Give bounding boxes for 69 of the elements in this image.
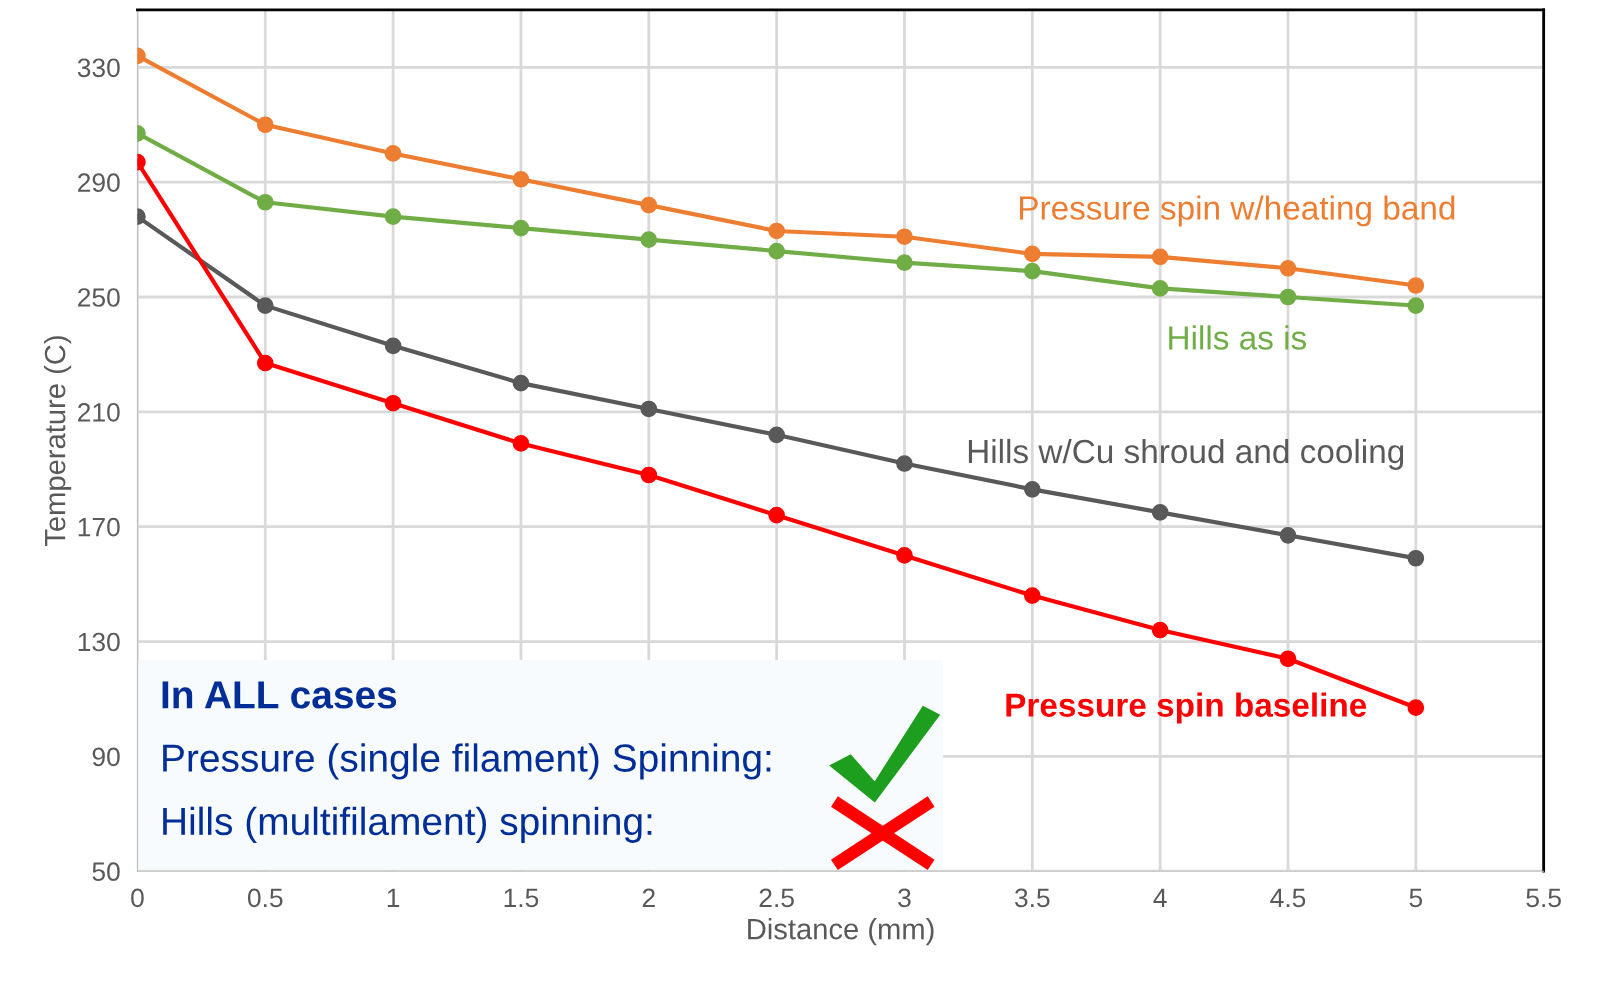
x-tick-label: 2.5 xyxy=(759,888,794,908)
point xyxy=(256,297,274,314)
point xyxy=(1279,650,1297,668)
point xyxy=(1023,262,1041,280)
x-tick-label: 1 xyxy=(387,888,400,907)
x-tick-label: 4.5 xyxy=(1270,888,1306,908)
point xyxy=(1279,288,1297,306)
y-tick-label: 250 xyxy=(78,288,120,307)
x-tick-label: 3.5 xyxy=(1014,888,1050,908)
point xyxy=(1279,526,1297,544)
y-tick-label: 210 xyxy=(78,402,120,422)
x-tick-label: 4 xyxy=(1153,888,1167,907)
series-label: Pressure spin baseline xyxy=(1006,692,1367,724)
x-axis-title: Distance (mm) xyxy=(748,918,934,946)
point xyxy=(896,254,913,271)
point xyxy=(640,400,658,418)
point xyxy=(384,394,402,412)
y-tick-label: 170 xyxy=(78,517,120,537)
annotation: Pressure (single filament) Spinning: xyxy=(163,743,771,780)
point xyxy=(768,426,785,444)
y-axis-title: Temperature (C) xyxy=(43,336,72,547)
point xyxy=(1279,259,1297,277)
x-tick-label: 2 xyxy=(642,888,655,907)
point xyxy=(512,374,530,392)
annotation: Hills (multifilament) spinning: xyxy=(163,806,652,843)
x-tick-label: 0 xyxy=(131,888,144,908)
point xyxy=(896,228,913,246)
point xyxy=(384,145,402,162)
point xyxy=(640,466,658,484)
point xyxy=(1023,587,1041,604)
annotation: In ALL cases xyxy=(162,681,397,709)
point xyxy=(768,506,785,524)
x-tick-label: 5 xyxy=(1409,888,1423,908)
point xyxy=(512,435,530,452)
point xyxy=(1407,699,1425,716)
point xyxy=(1151,248,1169,266)
point xyxy=(1407,549,1425,567)
y-tick-label: 130 xyxy=(78,632,120,652)
y-tick-label: 330 xyxy=(77,58,120,78)
point xyxy=(1407,297,1425,314)
point xyxy=(256,193,274,211)
series-label: Hills w/Cu shroud and cooling xyxy=(968,438,1404,470)
point xyxy=(1151,621,1169,639)
point xyxy=(512,219,530,237)
point xyxy=(1151,503,1169,521)
point xyxy=(256,116,274,134)
series-label: Pressure spin w/heating band xyxy=(1020,195,1455,227)
point xyxy=(640,231,658,248)
x-tick-label: 0.5 xyxy=(247,888,283,908)
point xyxy=(640,196,658,214)
point xyxy=(1023,481,1041,498)
point xyxy=(256,354,274,372)
y-tick-label: 90 xyxy=(92,747,120,767)
x-tick-label: 5.5 xyxy=(1526,888,1561,908)
y-tick-label: 290 xyxy=(78,173,120,192)
point xyxy=(768,222,785,240)
point xyxy=(384,337,402,355)
point xyxy=(1407,277,1425,294)
point xyxy=(512,170,530,188)
x-tick-label: 1.5 xyxy=(504,888,539,908)
series-label: Hills as is xyxy=(1169,325,1307,350)
y-tick-label: 50 xyxy=(92,862,120,882)
point xyxy=(896,547,913,564)
x-tick-label: 3 xyxy=(898,888,911,908)
point xyxy=(1023,245,1041,263)
point xyxy=(384,208,402,225)
point xyxy=(896,455,913,472)
point xyxy=(1151,280,1169,297)
point xyxy=(768,242,785,260)
